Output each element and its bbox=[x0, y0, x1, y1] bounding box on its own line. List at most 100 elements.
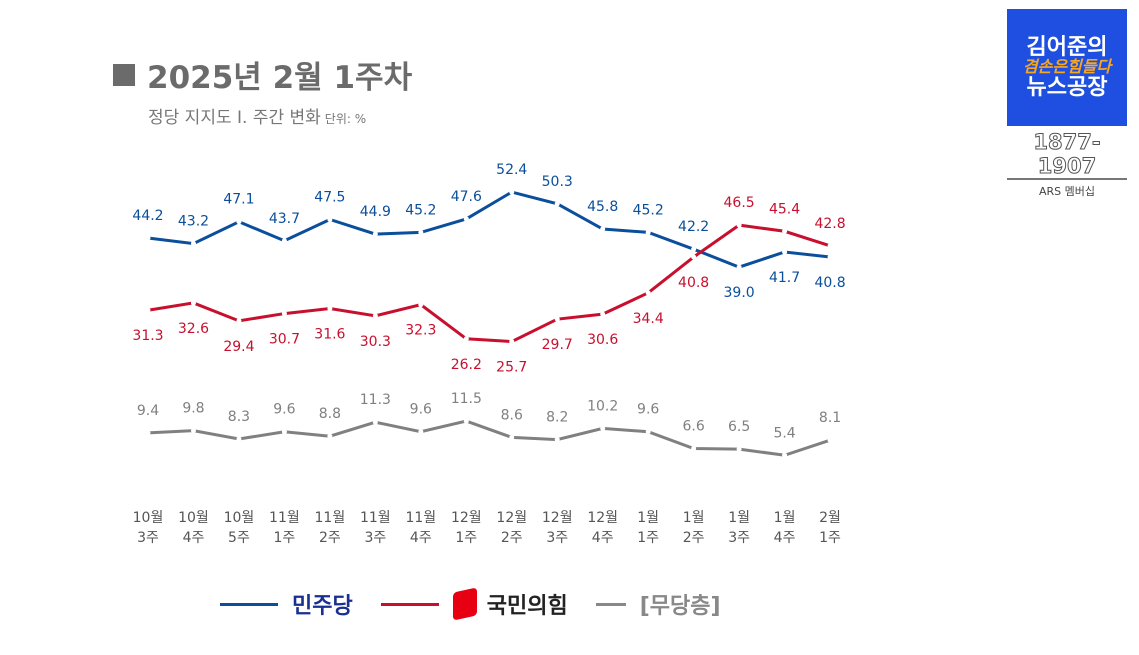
legend-label: [무당층] bbox=[639, 594, 721, 619]
subtitle-text: 정당 지지도 Ⅰ. 주간 변화 bbox=[148, 108, 321, 128]
x-tick-label: 12월 bbox=[542, 510, 573, 526]
data-label: 46.5 bbox=[724, 195, 755, 211]
legend: 민주당 국민의힘 [무당층] bbox=[220, 587, 749, 621]
data-point bbox=[554, 437, 560, 443]
data-label: 40.8 bbox=[814, 275, 845, 291]
data-label: 47.1 bbox=[223, 192, 254, 208]
chart-title: 2025년 2월 1주차 bbox=[113, 52, 412, 97]
data-point bbox=[418, 429, 424, 435]
data-point bbox=[554, 201, 560, 207]
data-label: 26.2 bbox=[451, 357, 482, 373]
phone-number: 1877-1907 bbox=[1007, 130, 1127, 180]
x-tick-label: 1월 bbox=[683, 510, 705, 526]
legend-item-independent: [무당층] bbox=[595, 588, 721, 620]
x-tick-label: 1주 bbox=[819, 530, 841, 546]
logo-box: 김어준의 겸손은힘들다 뉴스공장 bbox=[1007, 9, 1127, 126]
data-label: 44.2 bbox=[132, 208, 163, 224]
data-point bbox=[645, 229, 651, 235]
x-tick-label: 3주 bbox=[728, 530, 750, 546]
data-label: 9.4 bbox=[137, 403, 159, 419]
data-point bbox=[281, 311, 287, 317]
x-tick-label: 2주 bbox=[501, 530, 523, 546]
x-tick-label: 1주 bbox=[455, 530, 477, 546]
data-label: 45.2 bbox=[405, 202, 436, 218]
data-point bbox=[645, 290, 651, 296]
data-label: 8.8 bbox=[319, 406, 341, 422]
data-label: 25.7 bbox=[496, 360, 527, 376]
data-point bbox=[827, 243, 833, 249]
logo-line3: 뉴스공장 bbox=[1026, 74, 1108, 100]
data-label: 43.2 bbox=[178, 214, 209, 230]
x-tick-label: 12월 bbox=[451, 510, 482, 526]
data-label: 11.5 bbox=[451, 391, 482, 407]
data-label: 30.3 bbox=[360, 334, 391, 350]
data-label: 41.7 bbox=[769, 270, 800, 286]
data-point bbox=[736, 264, 742, 270]
data-label: 9.6 bbox=[273, 402, 295, 418]
data-point bbox=[691, 246, 697, 252]
legend-label: 민주당 bbox=[292, 594, 353, 619]
legend-line-red-icon bbox=[380, 602, 439, 606]
ppp-logo-icon bbox=[452, 587, 477, 621]
data-point bbox=[736, 222, 742, 228]
data-point bbox=[327, 433, 333, 439]
x-tick-label: 3주 bbox=[364, 530, 386, 546]
data-label: 11.3 bbox=[360, 392, 391, 408]
data-point bbox=[236, 436, 242, 442]
x-tick-label: 12월 bbox=[496, 510, 527, 526]
data-label: 9.6 bbox=[637, 402, 659, 418]
logo-line1: 김어준의 bbox=[1026, 35, 1108, 60]
x-tick-label: 12월 bbox=[587, 510, 618, 526]
chart-subtitle: 정당 지지도 Ⅰ. 주간 변화 단위: % bbox=[148, 103, 366, 128]
data-label: 47.6 bbox=[451, 189, 482, 205]
data-label: 32.3 bbox=[405, 323, 436, 339]
x-tick-label: 4주 bbox=[592, 530, 614, 546]
legend-line-gray-icon bbox=[595, 602, 626, 606]
data-label: 42.2 bbox=[678, 219, 709, 235]
data-label: 32.6 bbox=[178, 321, 209, 337]
data-point bbox=[782, 452, 788, 458]
x-tick-label: 4주 bbox=[410, 530, 432, 546]
data-label: 30.6 bbox=[587, 332, 618, 348]
data-point bbox=[782, 249, 788, 255]
data-point bbox=[645, 429, 651, 435]
data-label: 6.5 bbox=[728, 419, 750, 435]
data-point bbox=[190, 428, 196, 434]
series-line-1 bbox=[147, 223, 831, 344]
title-text: 2025년 2월 1주차 bbox=[147, 60, 413, 96]
x-tick-label: 1주 bbox=[637, 530, 659, 546]
x-tick-label: 10월 bbox=[133, 510, 164, 526]
data-label: 42.8 bbox=[814, 216, 845, 232]
data-label: 8.1 bbox=[819, 410, 841, 426]
x-tick-label: 1월 bbox=[728, 510, 750, 526]
x-tick-label: 4주 bbox=[183, 530, 205, 546]
legend-line-blue-icon bbox=[220, 602, 278, 606]
data-point bbox=[418, 302, 424, 308]
data-point bbox=[372, 313, 378, 319]
data-point bbox=[145, 235, 151, 241]
news-factory-logo: 김어준의 겸손은힘들다 뉴스공장 1877-1907 ARS 멤버십 bbox=[1007, 9, 1127, 199]
data-point bbox=[281, 238, 287, 244]
data-label: 9.8 bbox=[182, 401, 204, 417]
data-label: 10.2 bbox=[587, 398, 618, 414]
data-label: 9.6 bbox=[410, 402, 432, 418]
data-label: 39.0 bbox=[724, 285, 755, 301]
x-tick-label: 3주 bbox=[546, 530, 568, 546]
logo-line2: 겸손은힘들다 bbox=[1022, 57, 1112, 77]
data-point bbox=[327, 217, 333, 222]
data-point bbox=[691, 254, 697, 260]
data-label: 5.4 bbox=[773, 425, 795, 441]
data-label: 43.7 bbox=[269, 211, 300, 227]
data-point bbox=[190, 300, 196, 306]
legend-item-ppp: 국민의힘 bbox=[380, 587, 568, 621]
data-point bbox=[145, 307, 151, 313]
x-tick-label: 1월 bbox=[637, 510, 659, 526]
data-label: 40.8 bbox=[678, 275, 709, 291]
data-point bbox=[281, 429, 287, 435]
data-label: 45.2 bbox=[633, 202, 664, 218]
x-tick-label: 11월 bbox=[269, 510, 300, 526]
ars-label: ARS 멤버십 bbox=[1038, 185, 1095, 198]
data-point bbox=[600, 425, 606, 431]
x-tick-label: 2주 bbox=[683, 530, 705, 546]
